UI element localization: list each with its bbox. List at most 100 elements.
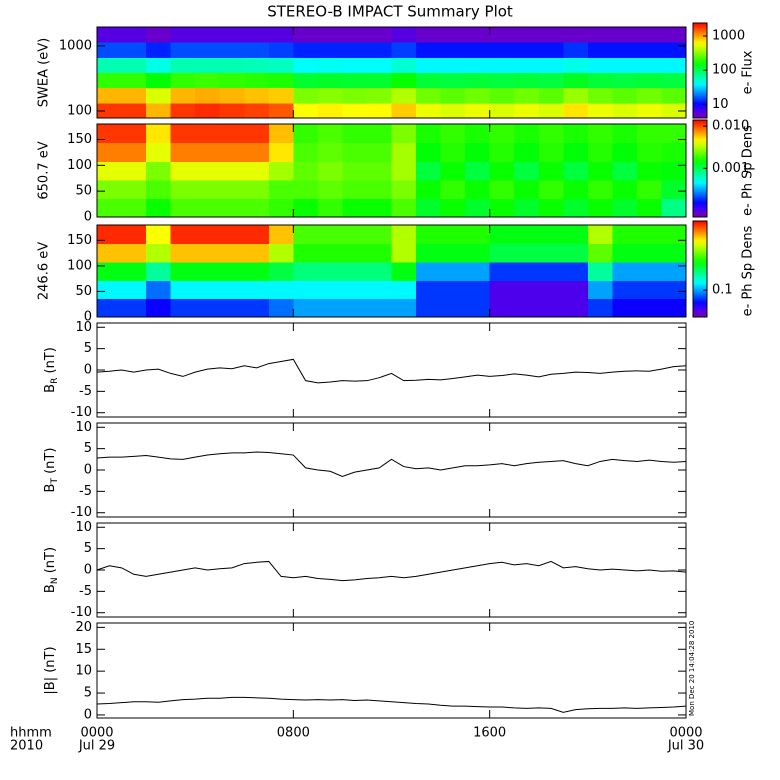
heatmap-cell: [489, 225, 515, 244]
heatmap-cell: [219, 298, 245, 318]
y-tick-label: 15: [75, 642, 92, 657]
heatmap-cell: [391, 72, 417, 89]
heatmap-cell: [661, 27, 687, 43]
y-tick-label: 0: [84, 463, 92, 478]
y-tick-label: 5: [84, 441, 92, 456]
y-axis-label-unit: (nT): [43, 547, 58, 573]
heatmap-cell: [293, 280, 319, 300]
heatmap-cell: [661, 42, 687, 58]
heatmap-cell: [244, 72, 270, 89]
heatmap-cell: [342, 57, 368, 74]
colorbar-tick-label: 1000: [712, 29, 745, 44]
heatmap-cell: [317, 225, 344, 244]
heatmap-cell: [97, 179, 123, 199]
heatmap-cell: [416, 42, 442, 58]
heatmap-cell: [661, 57, 687, 74]
heatmap-cell: [219, 42, 245, 58]
heatmap-cell: [416, 57, 442, 74]
x-tick-label: 0000: [669, 726, 702, 741]
heatmap-cell: [416, 198, 442, 218]
panel: BT (nT) -10 -5 0 5 10: [43, 420, 687, 520]
heatmap-cell: [416, 243, 442, 263]
heatmap-cell: [612, 102, 638, 119]
heatmap-cell: [538, 124, 564, 144]
y-tick-label: -5: [79, 584, 92, 599]
y-tick-label: 5: [84, 541, 92, 556]
heatmap-cell: [317, 102, 344, 119]
heatmap-cell: [612, 298, 638, 318]
heatmap-cell: [293, 142, 319, 162]
heatmap-cell: [97, 102, 123, 119]
heatmap-cell: [636, 261, 663, 281]
heatmap-cell: [268, 261, 294, 281]
heatmap-cell: [342, 179, 368, 199]
data-line: [96, 358, 687, 384]
heatmap-cell: [195, 243, 221, 263]
heatmap-cell: [121, 142, 147, 162]
heatmap-cell: [146, 280, 172, 300]
heatmap-cell: [97, 261, 123, 281]
heatmap-cell: [170, 298, 196, 318]
heatmap-cell: [514, 261, 540, 281]
panel-frame: [96, 422, 687, 518]
heatmap-cell: [416, 124, 442, 144]
heatmap-cell: [317, 280, 344, 300]
heatmap-cell: [465, 225, 491, 244]
heatmap-cell: [97, 243, 123, 263]
heatmap-cell: [342, 298, 368, 318]
heatmap-cell: [342, 261, 368, 281]
heatmap-cell: [146, 124, 172, 144]
heatmap-cell: [587, 57, 613, 74]
heatmap-cell: [489, 198, 515, 218]
heatmap-cell: [97, 280, 123, 300]
heatmap-cell: [636, 243, 663, 263]
heatmap-cell: [244, 243, 270, 263]
y-axis-label: 246.6 eV: [37, 242, 52, 300]
heatmap-cell: [514, 42, 540, 58]
heatmap-cell: [293, 72, 319, 89]
heatmap-cell: [636, 72, 663, 89]
heatmap-cell: [293, 42, 319, 58]
heatmap-cell: [661, 280, 687, 300]
y-tick-label: 50: [75, 284, 92, 299]
y-tick-label: 10: [75, 420, 92, 435]
heatmap-cell: [366, 280, 393, 300]
y-tick-label: 0: [84, 707, 92, 722]
heatmap-cell: [636, 142, 663, 162]
y-tick-label: 150: [67, 233, 92, 248]
heatmap-cell: [416, 87, 442, 104]
heatmap-cell: [195, 298, 221, 318]
heatmap-cell: [146, 161, 172, 181]
heatmap-cell: [170, 261, 196, 281]
heatmap-cell: [489, 261, 515, 281]
heatmap-cell: [489, 102, 515, 119]
heatmap-cell: [121, 198, 147, 218]
y-tick-label: 100: [67, 258, 92, 273]
heatmap-cell: [170, 142, 196, 162]
heatmap-cell: [268, 280, 294, 300]
heatmap-cell: [391, 261, 417, 281]
y-axis-label-sub: R: [50, 378, 60, 384]
heatmap-cell: [219, 198, 245, 218]
heatmap-cell: [465, 142, 491, 162]
heatmap-cell: [587, 142, 613, 162]
heatmap-cell: [268, 72, 294, 89]
heatmap-cell: [219, 225, 245, 244]
heatmap-cell: [244, 280, 270, 300]
heatmap-cell: [195, 102, 221, 119]
heatmap-cell: [244, 27, 270, 43]
heatmap-cell: [342, 102, 368, 119]
heatmap-cell: [661, 243, 687, 263]
heatmap-cell: [612, 198, 638, 218]
y-axis-label-sub: N: [50, 577, 60, 584]
heatmap-cell: [391, 142, 417, 162]
heatmap-cell: [97, 142, 123, 162]
panel-frame: [96, 322, 687, 418]
heatmap-cell: [146, 179, 172, 199]
heatmap-cell: [342, 161, 368, 181]
y-tick-label: 1000: [59, 38, 92, 53]
heatmap-cell: [268, 298, 294, 318]
heatmap-cell: [391, 243, 417, 263]
heatmap-cell: [587, 161, 613, 181]
heatmap-cell: [465, 198, 491, 218]
